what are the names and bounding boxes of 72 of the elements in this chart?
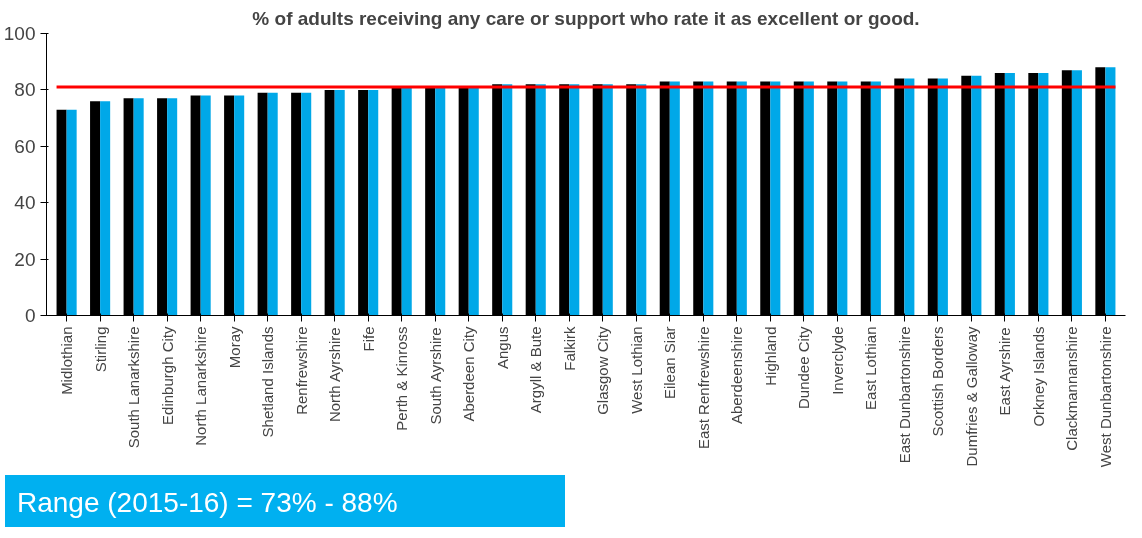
bar [803,81,814,316]
bar [770,81,781,316]
bar [569,84,580,316]
bar [636,84,647,316]
bar [1071,70,1082,316]
bar [200,95,211,316]
bar [937,78,948,316]
bar [401,87,412,316]
x-tick-label: North Lanarkshire [192,326,210,446]
y-tick-label: 20 [14,248,36,270]
y-tick-label: 60 [14,135,36,157]
x-tick-label: East Lothian [862,326,880,410]
y-tick-label: 100 [3,23,36,44]
x-tick-label: Stirling [91,326,109,373]
bar [837,81,848,316]
x-tick-label: South Ayrshire [426,327,444,425]
x-tick-label: East Dunbartonshire [895,326,913,464]
bar [904,78,915,316]
bar [1105,67,1116,316]
bar [100,101,111,316]
bar [669,81,680,316]
x-tick-label: West Lothian [627,326,645,414]
x-tick-label: East Ayrshire [996,327,1014,416]
bar [334,89,345,316]
bar [66,109,77,316]
bar [167,98,178,316]
x-tick-label: North Ayrshire [326,327,344,423]
bar [435,87,446,316]
bar [1038,72,1049,316]
bar [468,87,479,316]
x-tick-label: Angus [493,326,511,370]
bar [1004,72,1015,316]
bar [133,98,144,316]
chart-title: % of adults receiving any care or support who rate it as excellent or good. [252,7,920,29]
x-tick-label: Dumfries & Galloway [962,326,980,467]
y-tick-label: 0 [24,305,36,326]
x-tick-label: Aberdeenshire [728,326,746,425]
bar [870,81,881,316]
bar [971,75,982,316]
y-tick-label: 40 [14,192,36,214]
x-tick-label: Eilean Siar [661,326,679,400]
x-tick-label: Orkney Islands [1029,326,1047,427]
x-tick-label: West Dunbartonshire [1096,326,1114,468]
bar [602,84,613,316]
bar [535,84,546,316]
x-tick-label: Clackmannanshire [1063,326,1081,451]
x-tick-label: Edinburgh City [158,326,176,425]
bar [234,95,245,316]
x-tick-label: East Renfrewshire [694,326,712,450]
x-tick-label: Renfrewshire [292,326,310,415]
x-tick-label: Scottish Borders [929,326,947,437]
bar [301,92,312,316]
x-tick-label: Falkirk [560,326,578,371]
x-tick-label: Glasgow City [594,326,612,415]
x-tick-label: Argyll & Bute [527,326,545,414]
bar [368,89,379,316]
x-tick-label: Perth & Kinross [393,326,411,431]
bar [736,81,747,316]
bar [267,92,278,316]
y-tick-label: 80 [14,79,36,101]
text: Range (2015-16) = 73% - 88% [17,486,398,520]
x-tick-label: Moray [225,326,243,369]
x-tick-label: Shetland Islands [259,326,277,438]
x-tick-label: South Lanarkshire [125,326,143,449]
bar [502,84,513,316]
x-tick-label: Dundee City [795,326,813,410]
x-tick-label: Aberdeen City [460,326,478,422]
x-tick-label: Inverclyde [828,326,846,395]
x-tick-label: Midlothian [58,326,76,395]
x-tick-label: Fife [359,326,377,352]
bar [703,81,714,316]
x-tick-label: Highland [761,326,779,386]
